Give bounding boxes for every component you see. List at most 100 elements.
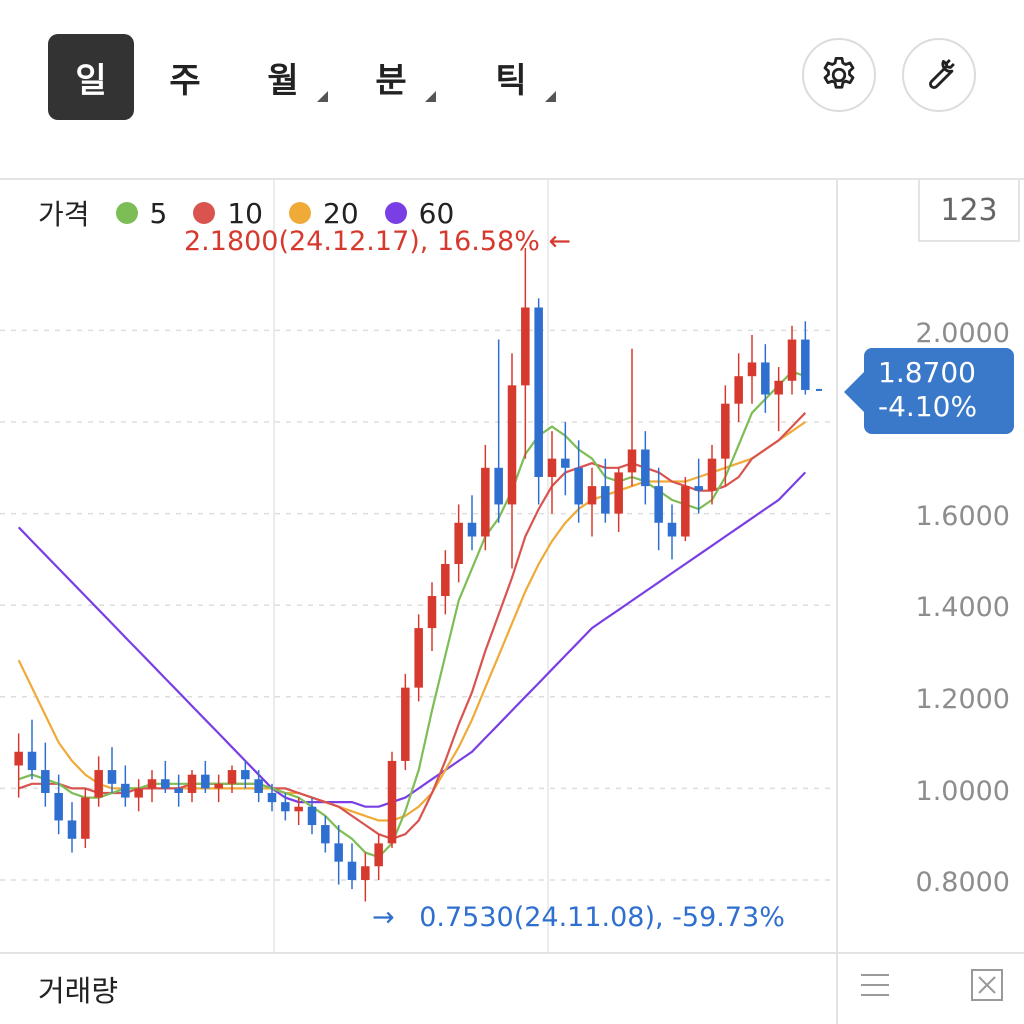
hamburger-icon [861, 974, 889, 996]
candle-body [107, 770, 117, 784]
price-axis-divider [836, 180, 838, 1024]
chart-legend: 가격 5 10 20 60 [38, 196, 455, 232]
price-axis-label: 1.0000 [915, 776, 1010, 807]
candle-body [241, 770, 250, 780]
wrench-icon [929, 58, 955, 89]
candle-body [761, 362, 770, 395]
candle-body [534, 307, 543, 477]
legend-ma20-label: 20 [323, 196, 359, 230]
tab-day[interactable]: 일 [48, 34, 134, 120]
candle-body [601, 486, 610, 514]
tab-week[interactable]: 주 [142, 34, 228, 120]
candle-body [747, 362, 757, 377]
candle-body [321, 825, 330, 844]
price-axis-label: 1.2000 [915, 684, 1010, 715]
legend-ma5-dot [115, 202, 138, 224]
candle-body [414, 628, 423, 688]
candle-body [694, 486, 703, 491]
candle-body [161, 779, 170, 789]
legend-ma60-label: 60 [418, 196, 455, 230]
legend-ma5-label: 5 [149, 196, 168, 230]
ma10-line [18, 412, 807, 840]
price-chart[interactable] [0, 180, 1024, 952]
candle-body [307, 806, 317, 826]
candle-body [614, 472, 623, 514]
candle-body [347, 861, 357, 880]
candle-body [134, 788, 143, 798]
candle-body [707, 458, 717, 491]
candle-body [681, 486, 690, 537]
period-tabbar: 일 주 월 분 틱 [0, 0, 1024, 178]
tab-tick[interactable]: 틱 [468, 34, 556, 120]
legend-ma10-dot [193, 202, 216, 224]
candle-body [587, 486, 597, 505]
candle-body [427, 596, 437, 629]
candle-body [254, 779, 263, 793]
volume-menu-button[interactable] [858, 968, 892, 1002]
candle-body [41, 770, 50, 793]
low-annotation: → 0.7530(24.11.08), -59.73% [372, 902, 785, 933]
volume-close-button[interactable] [970, 968, 1004, 1002]
tabbar-divider [0, 178, 1024, 180]
candle-body [281, 802, 290, 812]
candle-body [507, 385, 517, 505]
candle-body [467, 522, 477, 537]
price-axis-label: 1.4000 [915, 592, 1010, 623]
legend-ma60-dot [384, 202, 407, 224]
candle-body [14, 751, 23, 766]
close-icon [971, 969, 1003, 1001]
candle-body [734, 376, 743, 404]
current-change: -4.10% [878, 390, 978, 423]
candle-body [561, 458, 570, 468]
candle-body [187, 774, 197, 793]
candle-body [521, 307, 530, 386]
candle-body [294, 806, 303, 812]
candle-body [441, 563, 450, 597]
candle-body [27, 751, 37, 771]
gear-icon [823, 56, 855, 89]
high-annotation-text: 2.1800(24.12.17), 16.58% [184, 226, 540, 257]
candle-body [654, 486, 663, 523]
candle-body [721, 403, 730, 459]
tab-week-label: 주 [169, 60, 201, 101]
tools-button[interactable] [902, 38, 976, 112]
arrow-right-icon: → [372, 902, 395, 933]
candle-body [147, 779, 157, 789]
candle-body [574, 467, 583, 505]
candle-body [267, 792, 277, 803]
candle-body [374, 843, 383, 867]
numeric-mode-button[interactable]: 123 [918, 180, 1020, 242]
caret-down-icon [545, 91, 556, 102]
price-axis-label: 1.6000 [915, 501, 1010, 532]
candle-body [361, 866, 370, 880]
candle-body [81, 797, 90, 839]
tab-minute-label: 분 [375, 60, 407, 101]
candle-body [174, 788, 183, 793]
ma20-line [17, 421, 806, 822]
tab-tick-label: 틱 [495, 60, 527, 101]
volume-panel-title: 거래량 [38, 974, 119, 1008]
candle-body [667, 522, 677, 537]
arrow-left-icon: ← [548, 226, 572, 257]
candle-body [774, 380, 783, 395]
candle-body [227, 770, 237, 784]
candle-body [641, 449, 650, 487]
candle-body [547, 458, 557, 477]
tab-day-label: 일 [75, 60, 107, 101]
candle-body [67, 820, 77, 839]
settings-button[interactable] [802, 38, 876, 112]
candle-body [334, 843, 343, 862]
candle-body [787, 339, 797, 381]
current-price-tag: 1.8700 -4.10% [844, 348, 1014, 434]
price-axis-label: 2.0000 [915, 318, 1010, 349]
candle-body [627, 449, 637, 473]
tab-month[interactable]: 월 [240, 34, 328, 120]
candle-body [201, 774, 210, 789]
tab-month-label: 월 [267, 60, 299, 101]
ma5-line [18, 370, 806, 859]
candle-body [801, 339, 810, 390]
candle-body [401, 687, 410, 761]
volume-divider [0, 952, 1024, 954]
high-annotation: 2.1800(24.12.17), 16.58% ← [184, 226, 571, 257]
tab-minute[interactable]: 분 [348, 34, 436, 120]
